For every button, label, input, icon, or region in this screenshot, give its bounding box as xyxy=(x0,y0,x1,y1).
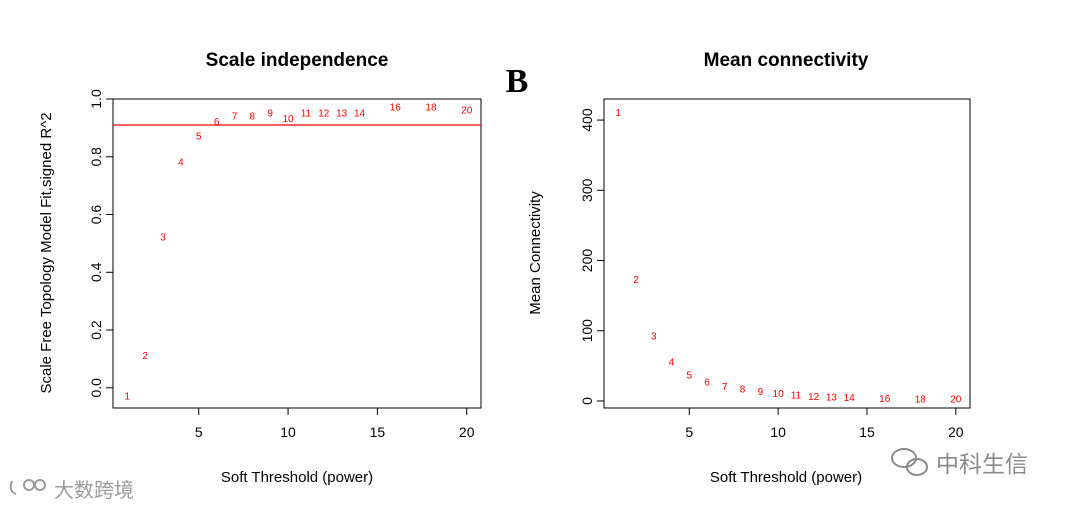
x-axis: 5 10 15 20 xyxy=(685,408,964,440)
x-tick-label: 5 xyxy=(195,424,203,440)
wechat-icon xyxy=(891,448,928,476)
data-point-label: 5 xyxy=(687,371,693,382)
data-point-label: 3 xyxy=(160,233,166,244)
y-tick-label: 0.0 xyxy=(88,378,104,398)
data-point-label: 16 xyxy=(879,394,891,405)
y-tick-label: 400 xyxy=(579,108,595,132)
data-point-label: 14 xyxy=(354,108,366,119)
x-tick-label: 10 xyxy=(280,424,296,440)
y-axis-label: Scale Free Topology Model Fit,signed R^2 xyxy=(38,112,55,393)
data-point-label: 1 xyxy=(615,108,621,119)
data-point-label: 8 xyxy=(250,111,256,122)
y-tick-label: 1.0 xyxy=(88,89,104,109)
y-tick-label: 300 xyxy=(579,178,595,202)
y-tick-label: 100 xyxy=(579,319,595,343)
data-point-label: 20 xyxy=(461,106,473,117)
data-point-label: 9 xyxy=(758,387,764,398)
y-axis: 0.0 0.2 0.4 0.6 0.8 1.0 xyxy=(88,89,113,398)
data-point-label: 6 xyxy=(704,378,710,389)
data-point-label: 7 xyxy=(232,111,238,122)
data-point-label: 10 xyxy=(283,114,295,125)
data-point-label: 7 xyxy=(722,382,728,393)
data-point-label: 13 xyxy=(826,392,838,403)
data-point-label: 18 xyxy=(425,103,437,114)
data-point-label: 18 xyxy=(915,395,927,406)
watermark-logo-icon xyxy=(9,479,46,495)
watermark-right-text: 中科生信 xyxy=(936,452,1028,478)
data-point-label: 12 xyxy=(808,392,820,403)
plot-frame xyxy=(112,98,482,409)
panel-letter: B xyxy=(506,63,529,100)
data-point-label: 2 xyxy=(142,351,148,362)
y-tick-label: 0 xyxy=(579,397,595,405)
data-point-label: 12 xyxy=(318,108,330,119)
x-axis-label: Soft Threshold (power) xyxy=(221,469,373,486)
data-point-label: 5 xyxy=(196,132,202,143)
y-tick-label: 0.4 xyxy=(88,262,104,282)
data-point-label: 13 xyxy=(336,108,348,119)
watermark-left: 大数跨境 xyxy=(9,478,134,502)
data-point-label: 4 xyxy=(669,357,675,368)
x-tick-label: 10 xyxy=(770,424,786,440)
y-tick-label: 0.8 xyxy=(88,147,104,167)
y-tick-label: 0.2 xyxy=(88,320,104,340)
x-tick-label: 15 xyxy=(859,424,875,440)
y-axis: 0 100 200 300 400 xyxy=(579,108,604,405)
scale-independence-chart: Scale independence 0.0 0.2 0.4 0.6 0.8 1.0 5 1… xyxy=(38,50,482,486)
data-point-label: 14 xyxy=(844,393,856,404)
data-point-label: 2 xyxy=(633,275,639,286)
chart-title: Scale independence xyxy=(206,50,389,71)
data-point-label: 9 xyxy=(267,108,273,119)
x-axis: 5 10 15 20 xyxy=(195,408,475,440)
data-point-label: 4 xyxy=(178,158,184,169)
x-tick-label: 20 xyxy=(459,424,475,440)
x-tick-label: 5 xyxy=(685,424,693,440)
x-tick-label: 20 xyxy=(948,424,964,440)
y-tick-label: 200 xyxy=(579,249,595,273)
y-tick-label: 0.6 xyxy=(88,205,104,225)
x-axis-label: Soft Threshold (power) xyxy=(710,469,862,486)
data-point-label: 6 xyxy=(214,117,220,128)
plot-frame xyxy=(603,98,971,409)
data-point-label: 3 xyxy=(651,331,657,342)
data-point-label: 10 xyxy=(773,389,785,400)
data-point-label: 16 xyxy=(390,103,402,114)
data-point-label: 11 xyxy=(301,108,312,119)
watermark-left-text: 大数跨境 xyxy=(54,478,134,502)
data-point-label: 20 xyxy=(950,395,962,406)
data-point-label: 8 xyxy=(740,385,746,396)
y-axis-label: Mean Connectivity xyxy=(527,191,544,315)
chart-title: Mean connectivity xyxy=(704,50,869,71)
data-point-label: 11 xyxy=(791,390,802,401)
x-tick-label: 15 xyxy=(370,424,386,440)
watermark-right: 中科生信 xyxy=(891,448,1028,478)
data-point-label: 1 xyxy=(125,391,131,402)
